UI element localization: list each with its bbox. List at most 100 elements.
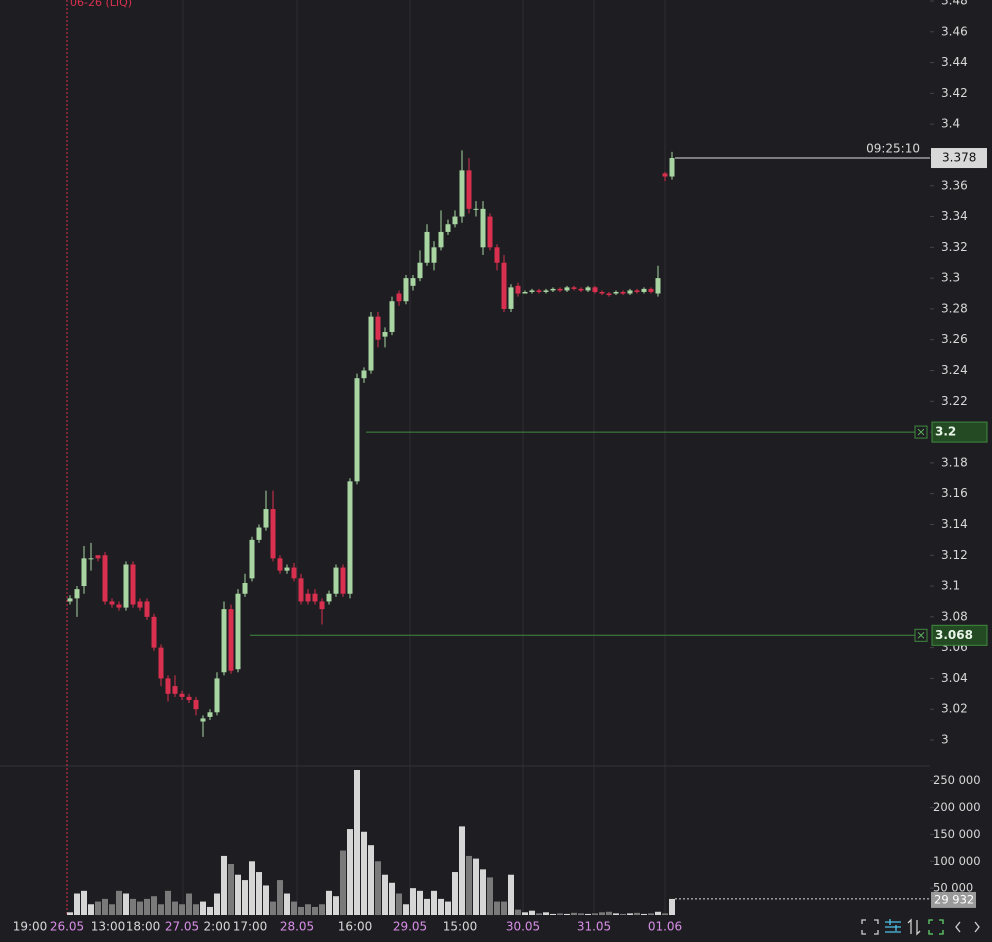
candle-body — [410, 278, 416, 286]
x-tick-label: 26.05 — [50, 920, 84, 934]
volume-bar — [312, 906, 318, 915]
next-icon[interactable] — [974, 921, 980, 933]
volume-bar — [445, 901, 451, 915]
candle-body — [102, 555, 108, 602]
volume-bar — [186, 893, 192, 915]
candle-body — [627, 290, 633, 294]
candle-body — [235, 593, 241, 670]
candle-body — [165, 678, 171, 694]
candle-body — [522, 291, 528, 294]
volume-bar — [298, 906, 304, 915]
x-tick-label: 18:00 — [126, 920, 161, 934]
volume-bar — [515, 909, 521, 915]
candle-body — [557, 288, 563, 291]
volume-bar — [459, 826, 465, 915]
candle-body — [172, 686, 178, 694]
volume-bar — [74, 893, 80, 915]
y-tick-label: 3.1 — [941, 579, 960, 593]
x-tick-label: 27.05 — [165, 920, 199, 934]
x-tick-label: 17:00 — [233, 920, 268, 934]
candle-body — [641, 288, 647, 292]
volume-bar — [606, 911, 612, 915]
volume-bar — [599, 912, 605, 915]
y-tick-label: 3.44 — [941, 55, 968, 69]
prev-icon[interactable] — [955, 921, 961, 933]
candle-body — [137, 601, 143, 608]
volume-tick-label: 50 000 — [933, 881, 973, 895]
y-tick-label: 3.16 — [941, 486, 968, 500]
y-tick-label: 3 — [941, 733, 949, 747]
volume-bar — [585, 913, 591, 915]
volume-bar — [480, 869, 486, 915]
volume-tick-label: 100 000 — [933, 854, 981, 868]
volume-bar — [81, 890, 87, 915]
candle-body — [466, 170, 472, 209]
candle-body — [256, 527, 262, 540]
volume-bar — [249, 861, 255, 915]
fullscreen-icon[interactable] — [861, 919, 879, 935]
candle-body — [648, 288, 654, 292]
volume-bar — [284, 893, 290, 915]
x-tick-label: 30.05 — [506, 920, 540, 934]
candle-body — [242, 582, 248, 594]
candle-body — [578, 288, 584, 291]
volume-bar — [193, 904, 199, 915]
volume-bar — [347, 829, 353, 915]
candle-body — [305, 593, 311, 602]
settings-icon[interactable] — [885, 919, 901, 933]
candle-body — [354, 378, 360, 482]
candle-body — [151, 616, 157, 648]
candle-body — [312, 593, 318, 602]
candle-body — [585, 287, 591, 291]
last-price-box — [931, 148, 987, 169]
x-tick-label: 15:00 — [443, 920, 478, 934]
candle-body — [291, 567, 297, 579]
level-label: 3.068 — [935, 628, 973, 642]
volume-bar — [417, 890, 423, 915]
candle-body — [319, 601, 325, 610]
volume-bar — [494, 901, 500, 915]
volume-bar — [648, 913, 654, 915]
candle-body — [144, 601, 150, 617]
volume-bar — [144, 898, 150, 915]
volume-bar — [109, 904, 115, 915]
volume-bar — [158, 904, 164, 915]
volume-bar — [508, 874, 514, 915]
candle-body — [508, 287, 514, 309]
level-close-box — [914, 628, 928, 642]
volume-bar — [564, 913, 570, 915]
level-label-box — [931, 624, 988, 646]
volume-bar — [375, 861, 381, 915]
liq-marker-label: 06-26 (LIQ) — [70, 0, 132, 9]
fit-icon[interactable] — [928, 919, 944, 935]
candle-body — [571, 287, 577, 289]
volume-bar — [137, 901, 143, 915]
volume-bar — [578, 913, 584, 915]
candle-body — [480, 208, 486, 248]
scale-icon[interactable] — [907, 918, 921, 936]
volume-bar — [263, 885, 269, 915]
candle-body — [473, 208, 479, 210]
candle-body — [347, 481, 353, 594]
candle-body — [277, 558, 283, 571]
candle-body — [550, 288, 556, 291]
y-tick-label: 3.48 — [941, 0, 968, 8]
candle-body — [543, 290, 549, 292]
y-tick-label: 3.02 — [941, 702, 968, 716]
candle-body — [228, 609, 234, 671]
volume-bar — [473, 858, 479, 915]
y-tick-label: 3.12 — [941, 548, 968, 562]
x-tick-label: 13:00 — [91, 920, 126, 934]
candle-body — [634, 290, 640, 292]
y-tick-label: 3.24 — [941, 363, 968, 377]
volume-bar — [522, 912, 528, 915]
candle-body — [396, 293, 402, 302]
candle-body — [186, 696, 192, 700]
volume-bar — [242, 880, 248, 915]
volume-bar — [235, 874, 241, 915]
candle-body — [606, 293, 612, 296]
volume-bar — [277, 880, 283, 915]
candle-body — [221, 609, 227, 673]
